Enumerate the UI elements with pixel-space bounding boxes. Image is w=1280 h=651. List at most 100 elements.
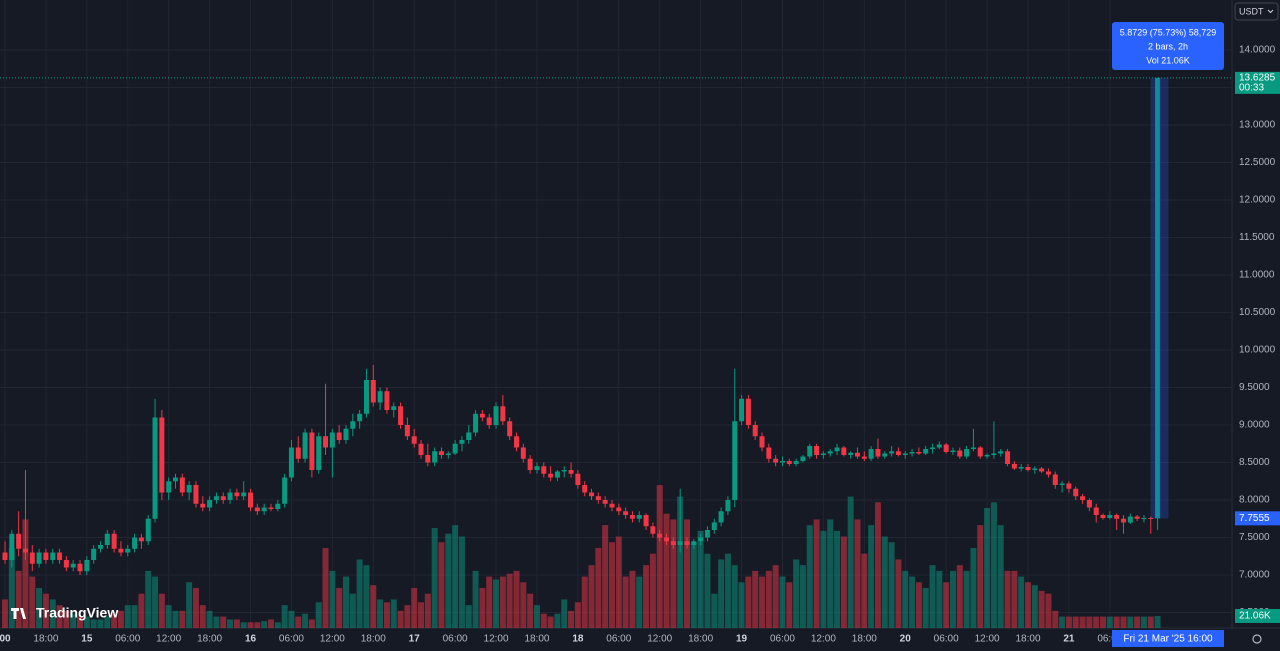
candle-body: [138, 537, 144, 542]
volume-bar: [1065, 616, 1072, 628]
volume-bar: [909, 576, 916, 628]
volume-bar: [1086, 616, 1093, 628]
volume-bar: [990, 502, 997, 628]
settings-icon[interactable]: [1252, 634, 1262, 644]
candle-body: [507, 421, 513, 437]
x-tick-label: 18:00: [852, 634, 877, 645]
candle-body: [50, 552, 56, 560]
volume-bar: [943, 582, 950, 628]
volume-bar: [117, 610, 124, 628]
volume-bar: [922, 588, 929, 628]
volume-bar: [1147, 616, 1154, 628]
candle-body: [629, 514, 635, 519]
x-tick-label: 18: [572, 634, 584, 645]
candle-body: [1148, 517, 1154, 519]
candle-body: [84, 559, 90, 572]
candle-body: [868, 448, 874, 459]
candle-body: [582, 484, 588, 493]
x-tick-label: 20: [900, 634, 912, 645]
candle-body: [1066, 483, 1072, 489]
volume-bar: [363, 565, 370, 628]
candle-body: [889, 451, 895, 454]
candle-body: [766, 447, 772, 459]
brand-logo: [11, 608, 26, 619]
volume-bar: [499, 576, 506, 628]
candle-body: [786, 460, 792, 464]
candle-body: [398, 406, 404, 425]
volume-bar: [793, 559, 800, 628]
x-tick-label: 19: [736, 634, 748, 645]
volume-bar: [104, 616, 111, 628]
candle-body: [452, 443, 458, 454]
volume-bar: [1154, 615, 1161, 628]
volume-bar: [397, 610, 404, 628]
candle-body: [1018, 466, 1024, 469]
candle-body: [916, 451, 922, 454]
candle-body: [616, 507, 622, 512]
volume-bar: [595, 548, 602, 628]
settings-gear[interactable]: [1252, 634, 1262, 644]
volume-bar: [77, 616, 84, 628]
x-tick-label: 06:00: [1097, 634, 1122, 645]
measure-text: 5.8729 (75.73%) 58,729: [1120, 27, 1217, 37]
x-tick-label: 06:00: [770, 634, 795, 645]
candle-body: [970, 447, 976, 449]
volume-bar: [452, 525, 459, 628]
volume-bar: [977, 525, 984, 628]
candle-body: [363, 379, 369, 414]
volume-bar: [724, 553, 731, 628]
candle-body: [957, 450, 963, 457]
brand: TradingView: [11, 605, 118, 621]
volume-bar: [261, 621, 268, 628]
candle-body: [595, 496, 601, 500]
volume-bar: [172, 610, 179, 628]
x-tick-label: 16: [245, 634, 257, 645]
candle-body: [186, 484, 192, 493]
volume-bar: [288, 610, 295, 628]
candle-body: [432, 451, 438, 463]
currency-label[interactable]: USDT: [1239, 6, 1264, 16]
volume-bar: [390, 599, 397, 628]
volume-bar: [97, 619, 104, 628]
currency-button[interactable]: USDT: [1234, 2, 1279, 21]
chevron[interactable]: [1267, 9, 1274, 14]
candle-body: [104, 533, 110, 545]
x-tick-label: 18:00: [524, 634, 549, 645]
volume-bar: [513, 570, 520, 628]
volume-bar: [8, 548, 15, 628]
candle-body: [70, 563, 76, 568]
candle-body: [173, 477, 178, 482]
volume-bar: [731, 565, 738, 628]
volume-bar: [206, 610, 213, 628]
candle-body: [2, 552, 8, 560]
volume-bar: [888, 542, 895, 628]
candle-body: [568, 469, 574, 474]
x-tick-label: 12:00: [484, 634, 509, 645]
volume-bar: [377, 599, 384, 628]
candle-body: [514, 436, 519, 448]
candle-body: [773, 458, 779, 463]
grid: [0, 0, 1280, 629]
y-tick-label: 10.0000: [1239, 345, 1276, 356]
candle-body: [752, 424, 758, 437]
candle-body: [1127, 516, 1133, 523]
candle-body: [520, 447, 526, 459]
volume-bar: [1052, 610, 1059, 628]
volume-bar: [411, 588, 418, 628]
currency-box[interactable]: [1234, 2, 1279, 21]
volume-bar: [895, 559, 902, 628]
candle-body: [275, 503, 281, 509]
candle-body: [295, 447, 301, 459]
candle-body: [643, 514, 649, 527]
volume-bar: [936, 570, 943, 628]
candle-body: [77, 563, 83, 572]
candle-body: [759, 436, 765, 448]
candle-body: [698, 537, 704, 542]
candle-body: [418, 443, 424, 455]
candle-body: [895, 451, 901, 455]
volume-bar: [274, 622, 281, 628]
volume-bar: [588, 565, 595, 628]
y-tick-label: 12.5000: [1239, 157, 1276, 168]
candle-body: [36, 552, 42, 564]
